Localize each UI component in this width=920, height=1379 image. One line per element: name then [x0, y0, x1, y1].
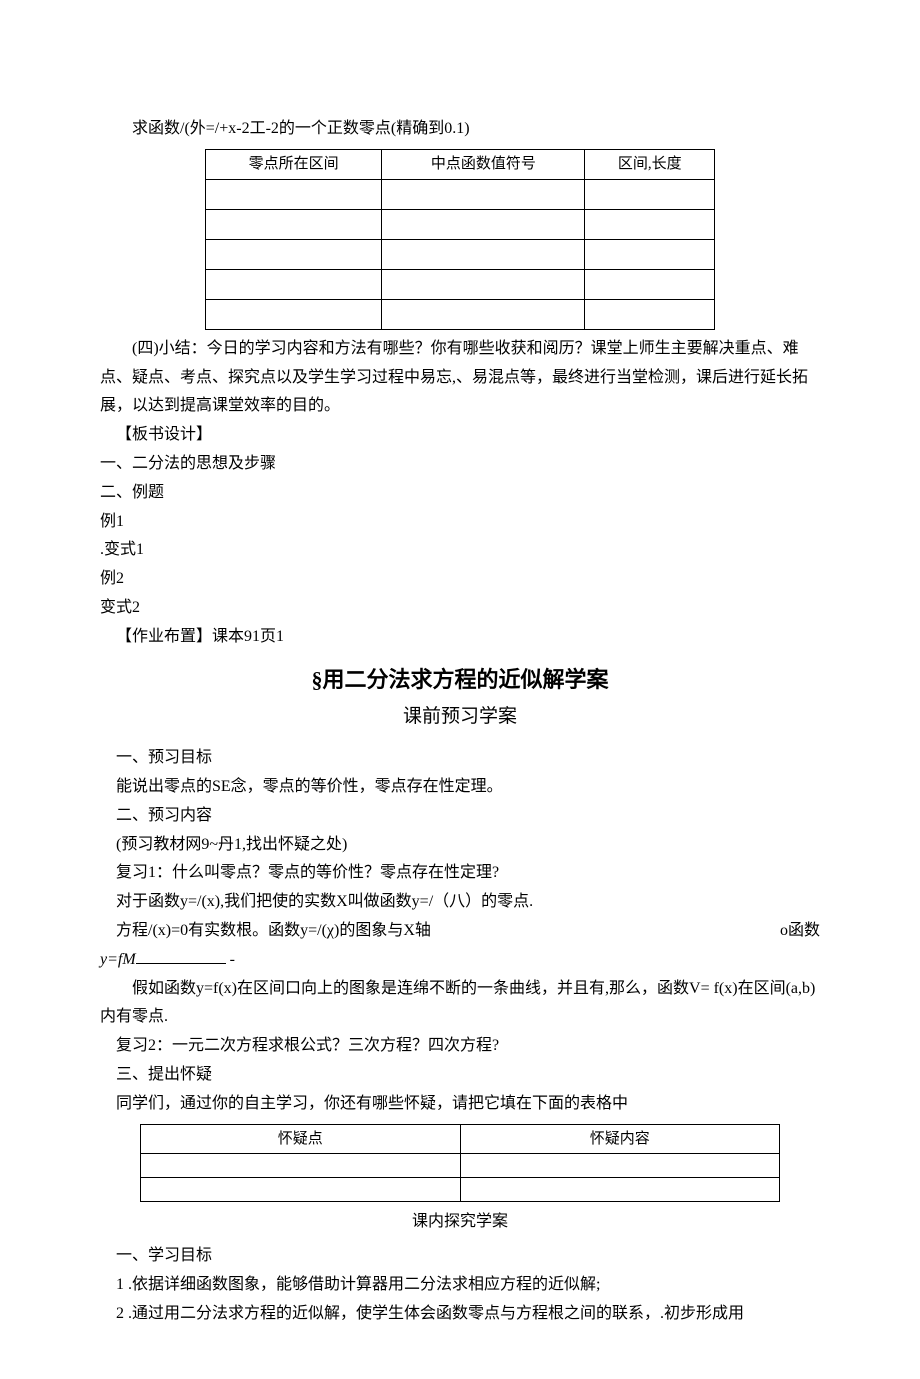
theorem-text: 假如函数y=f(x)在区间口向上的图象是连绵不断的一条曲线，并且有,那么，函数V…: [100, 980, 815, 1026]
review1-theorem: 假如函数y=f(x)在区间口向上的图象是连绵不断的一条曲线，并且有,那么，函数V…: [100, 975, 820, 1033]
review1-yfm: y=fM -: [100, 946, 820, 975]
table-row: [206, 239, 715, 269]
blank-underline: [136, 948, 226, 964]
cell: [206, 269, 382, 299]
cell: [206, 299, 382, 329]
cell: [585, 179, 715, 209]
section-heading-learning-goal: 一、学习目标: [100, 1242, 820, 1271]
table-row: [141, 1177, 780, 1201]
board-item: .变式1: [100, 536, 820, 565]
board-item: 例1: [100, 508, 820, 537]
cell: [382, 269, 585, 299]
table-row: [141, 1153, 780, 1177]
doubts-intro: 同学们，通过你的自主学习，你还有哪些怀疑，请把它填在下面的表格中: [100, 1090, 820, 1119]
cell: [460, 1177, 780, 1201]
table-row: [206, 299, 715, 329]
section-heading-preview-goal: 一、预习目标: [100, 744, 820, 773]
cell: [460, 1153, 780, 1177]
cell: [141, 1177, 461, 1201]
cell: [206, 179, 382, 209]
goal-item-2: 2 .通过用二分法求方程的近似解，使学生体会函数零点与方程根之间的联系，.初步形…: [100, 1300, 820, 1329]
cell: [382, 299, 585, 329]
cell: [206, 209, 382, 239]
page-subtitle: 课前预习学案: [100, 702, 820, 732]
section-heading-preview-content: 二、预习内容: [100, 802, 820, 831]
dash: -: [230, 951, 235, 968]
cell: [206, 239, 382, 269]
board-item: 一、二分法的思想及步骤: [100, 450, 820, 479]
review2: 复习2：一元二次方程求根公式？三次方程？四次方程?: [100, 1032, 820, 1061]
preview-goal-text: 能说出零点的SE念，零点的等价性，零点存在性定理。: [100, 773, 820, 802]
preview-content-note: (预习教材网9~丹1,找出怀疑之处): [100, 831, 820, 860]
table-row: [206, 209, 715, 239]
table-row: [206, 269, 715, 299]
cell: [585, 299, 715, 329]
th-doubt-content: 怀疑内容: [460, 1124, 780, 1153]
th-length: 区间,长度: [585, 149, 715, 179]
problem-statement: 求函数/(外=/+x-2工-2的一个正数零点(精确到0.1): [100, 115, 820, 144]
th-interval: 零点所在区间: [206, 149, 382, 179]
goal-item-1: 1 .依据详细函数图象，能够借助计算器用二分法求相应方程的近似解;: [100, 1271, 820, 1300]
th-doubt-point: 怀疑点: [141, 1124, 461, 1153]
yfm-text: y=fM: [100, 951, 136, 968]
review1-equiv-left: 方程/(x)=0有实数根。函数y=/(χ)的图象与X轴: [100, 917, 431, 946]
interval-table: 零点所在区间 中点函数值符号 区间,长度: [205, 149, 715, 330]
review1-equiv-row: 方程/(x)=0有实数根。函数y=/(χ)的图象与X轴 o函数: [100, 917, 820, 946]
cell: [585, 209, 715, 239]
board-item: 二、例题: [100, 479, 820, 508]
review1-def: 对于函数y=/(x),我们把使的实数X叫做函数y=/（八）的零点.: [100, 888, 820, 917]
cell: [585, 269, 715, 299]
cell: [585, 239, 715, 269]
summary-paragraph: (四)小结：今日的学习内容和方法有哪些？你有哪些收获和阅历？课堂上师生主要解决重…: [100, 335, 820, 421]
homework-label: 【作业布置】课本91页1: [100, 623, 820, 652]
th-midpoint-sign: 中点函数值符号: [382, 149, 585, 179]
section-heading-doubts: 三、提出怀疑: [100, 1061, 820, 1090]
review1-equiv-right: o函数: [780, 917, 820, 946]
page-title: §用二分法求方程的近似解学案: [100, 662, 820, 697]
cell: [141, 1153, 461, 1177]
inclass-label: 课内探究学案: [100, 1208, 820, 1237]
cell: [382, 209, 585, 239]
board-item: 例2: [100, 565, 820, 594]
table-row: [206, 179, 715, 209]
review1-q: 复习1：什么叫零点？零点的等价性？零点存在性定理?: [100, 859, 820, 888]
cell: [382, 179, 585, 209]
doubts-table: 怀疑点 怀疑内容: [140, 1124, 780, 1202]
board-design-label: 【板书设计】: [100, 421, 820, 450]
cell: [382, 239, 585, 269]
board-item: 变式2: [100, 594, 820, 623]
